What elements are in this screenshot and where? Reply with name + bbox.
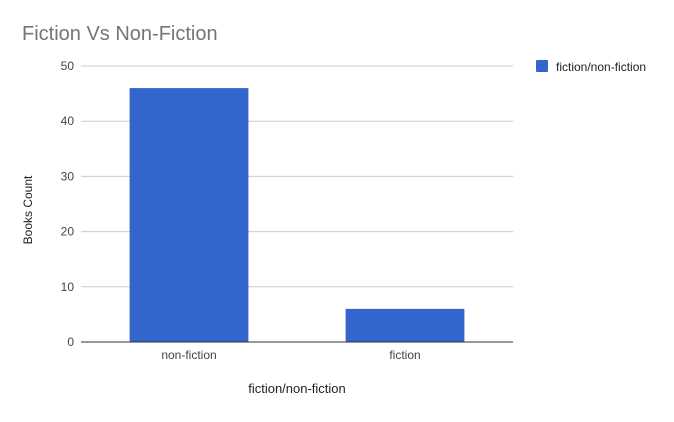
y-tick-label: 20 <box>61 225 75 239</box>
legend-label: fiction/non-fiction <box>556 60 646 74</box>
y-axis-title: Books Count <box>21 175 35 244</box>
y-tick-label: 50 <box>61 59 75 73</box>
y-tick-label: 40 <box>61 114 75 128</box>
y-axis-ticks: 0 10 20 30 40 50 <box>61 59 75 349</box>
legend-swatch <box>536 60 548 72</box>
x-tick-label: fiction <box>389 348 420 362</box>
y-tick-label: 0 <box>67 335 74 349</box>
x-axis-title: fiction/non-fiction <box>248 381 346 396</box>
x-axis-ticks: non-fiction fiction <box>161 348 420 362</box>
bar-fiction <box>345 308 465 342</box>
chart-title: Fiction Vs Non-Fiction <box>22 23 218 45</box>
y-tick-label: 30 <box>61 169 75 183</box>
bars <box>129 88 465 342</box>
legend: fiction/non-fiction <box>536 60 646 74</box>
x-tick-label: non-fiction <box>161 348 216 362</box>
bar-non-fiction <box>129 88 249 342</box>
y-tick-label: 10 <box>61 280 75 294</box>
